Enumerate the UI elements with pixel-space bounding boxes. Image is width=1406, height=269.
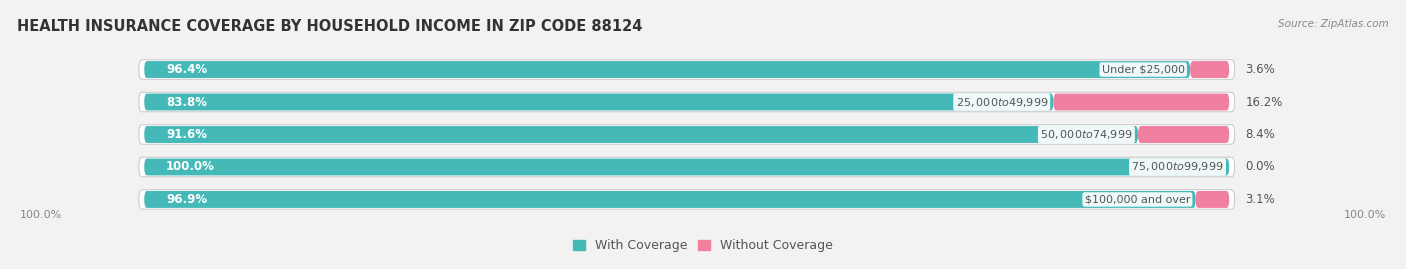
Text: 3.1%: 3.1% — [1246, 193, 1275, 206]
FancyBboxPatch shape — [139, 157, 1234, 177]
Text: Under $25,000: Under $25,000 — [1102, 65, 1185, 75]
Text: 96.9%: 96.9% — [166, 193, 207, 206]
FancyBboxPatch shape — [145, 158, 1229, 175]
FancyBboxPatch shape — [145, 191, 1195, 208]
FancyBboxPatch shape — [1189, 61, 1229, 78]
FancyBboxPatch shape — [139, 92, 1234, 112]
Text: HEALTH INSURANCE COVERAGE BY HOUSEHOLD INCOME IN ZIP CODE 88124: HEALTH INSURANCE COVERAGE BY HOUSEHOLD I… — [17, 19, 643, 34]
Text: 83.8%: 83.8% — [166, 95, 207, 108]
FancyBboxPatch shape — [1053, 94, 1229, 111]
FancyBboxPatch shape — [1137, 126, 1229, 143]
Text: $50,000 to $74,999: $50,000 to $74,999 — [1040, 128, 1133, 141]
Text: 91.6%: 91.6% — [166, 128, 207, 141]
Text: 96.4%: 96.4% — [166, 63, 207, 76]
Legend: With Coverage, Without Coverage: With Coverage, Without Coverage — [572, 239, 834, 252]
Text: 3.6%: 3.6% — [1246, 63, 1275, 76]
FancyBboxPatch shape — [145, 61, 1189, 78]
Text: Source: ZipAtlas.com: Source: ZipAtlas.com — [1278, 19, 1389, 29]
FancyBboxPatch shape — [1195, 191, 1229, 208]
FancyBboxPatch shape — [139, 190, 1234, 209]
FancyBboxPatch shape — [139, 60, 1234, 79]
Text: 100.0%: 100.0% — [166, 161, 215, 174]
Text: $25,000 to $49,999: $25,000 to $49,999 — [956, 95, 1047, 108]
Text: 100.0%: 100.0% — [20, 210, 62, 220]
Text: $75,000 to $99,999: $75,000 to $99,999 — [1132, 161, 1223, 174]
Text: 0.0%: 0.0% — [1246, 161, 1275, 174]
Text: 100.0%: 100.0% — [1344, 210, 1386, 220]
Text: $100,000 and over: $100,000 and over — [1084, 194, 1189, 204]
FancyBboxPatch shape — [145, 126, 1137, 143]
Text: 8.4%: 8.4% — [1246, 128, 1275, 141]
Text: 16.2%: 16.2% — [1246, 95, 1282, 108]
FancyBboxPatch shape — [139, 125, 1234, 144]
FancyBboxPatch shape — [145, 94, 1053, 111]
